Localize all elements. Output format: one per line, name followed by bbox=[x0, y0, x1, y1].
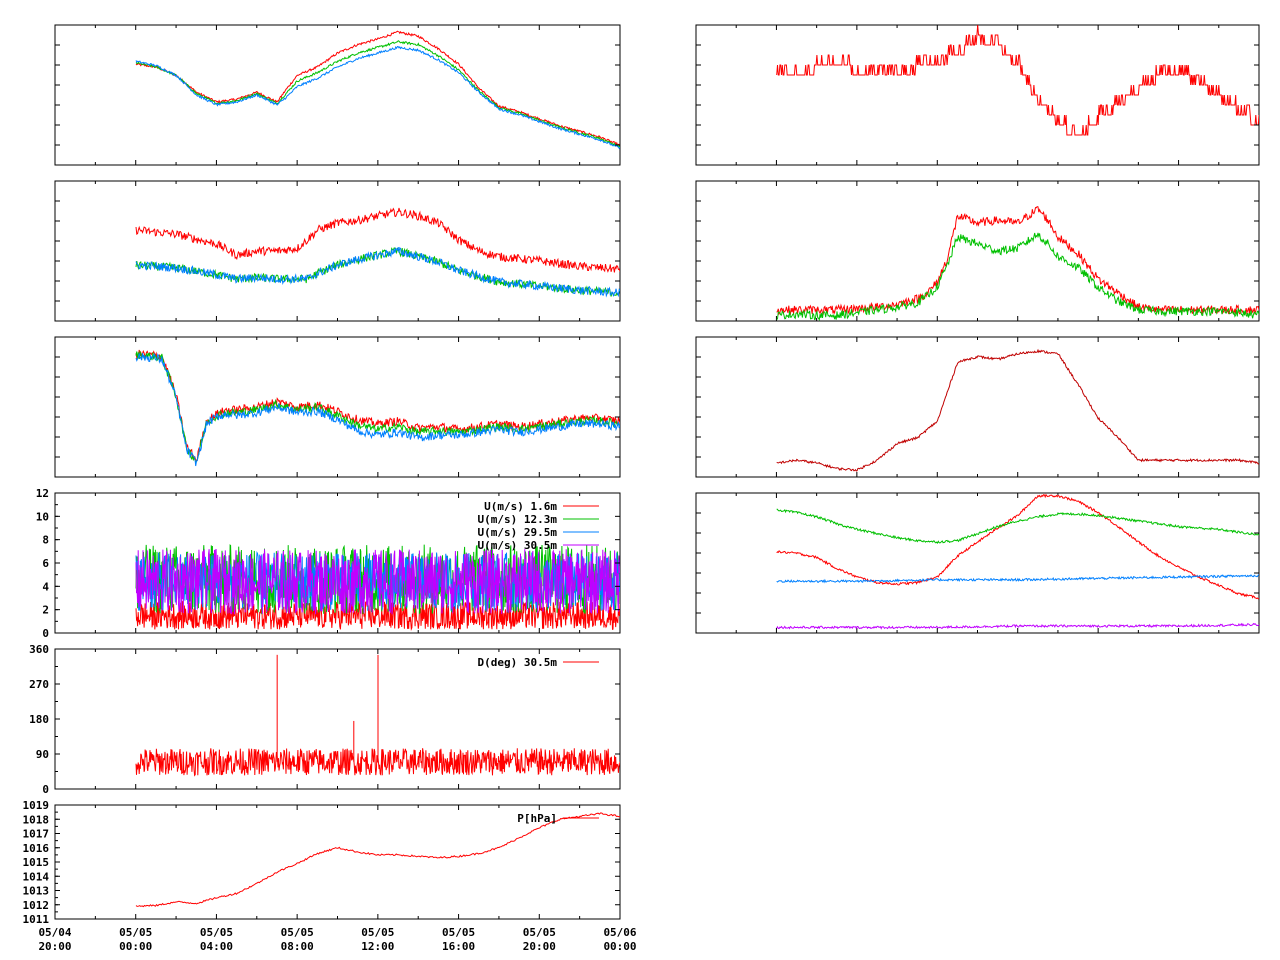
y-tick-label: 1013 bbox=[23, 885, 50, 898]
series-line-1 bbox=[135, 812, 620, 908]
legend-label: P[hPa] bbox=[517, 812, 557, 825]
series-line-3 bbox=[135, 246, 620, 298]
x-tick-date: 05/05 bbox=[523, 926, 556, 939]
series-line-4 bbox=[776, 622, 1259, 630]
series-line-2 bbox=[135, 350, 620, 464]
x-tick-date: 05/05 bbox=[281, 926, 314, 939]
plot-frame bbox=[695, 492, 1260, 634]
chart-panel-l5: 0 90 180 270 360 D(deg) 30.5m bbox=[29, 643, 621, 796]
x-axis-labels: 05/0420:0005/0500:0005/0504:0005/0508:00… bbox=[38, 926, 636, 953]
y-tick-label: 1012 bbox=[23, 899, 50, 912]
plot-area bbox=[776, 348, 1259, 472]
legend-label: U(m/s) 12.3m bbox=[478, 513, 558, 526]
legend-label: U(m/s) 30.5m bbox=[478, 539, 558, 552]
x-tick-time: 08:00 bbox=[281, 940, 314, 953]
series-line-1 bbox=[135, 30, 620, 147]
y-tick-label: 1017 bbox=[23, 828, 50, 841]
plot-frame bbox=[695, 180, 1260, 322]
plot-area bbox=[135, 654, 620, 777]
plot-frame bbox=[695, 24, 1260, 166]
chart-panel-l2 bbox=[54, 180, 621, 322]
plot-frame bbox=[695, 336, 1260, 478]
plot-area bbox=[135, 544, 620, 632]
plot-area bbox=[776, 206, 1259, 321]
plot-area bbox=[135, 30, 620, 150]
x-tick-time: 16:00 bbox=[442, 940, 475, 953]
x-tick-time: 00:00 bbox=[603, 940, 636, 953]
x-tick-time: 20:00 bbox=[38, 940, 71, 953]
plot-area bbox=[135, 349, 620, 467]
y-tick-label: 1018 bbox=[23, 813, 50, 826]
x-tick-date: 05/05 bbox=[200, 926, 233, 939]
y-tick-label: 1011 bbox=[23, 913, 50, 926]
chart-panel-r3 bbox=[695, 336, 1260, 478]
y-tick-label: 8 bbox=[42, 534, 49, 547]
series-line-1 bbox=[776, 25, 1259, 136]
x-tick-time: 00:00 bbox=[119, 940, 152, 953]
series-line-3 bbox=[135, 352, 620, 467]
legend-label: U(m/s) 1.6m bbox=[484, 500, 557, 513]
y-tick-label: 1014 bbox=[23, 870, 50, 883]
series-line-1 bbox=[776, 348, 1259, 472]
chart-panel-l4: 0 2 4 6 8 10 12 U(m/s) 1.6mU(m/s) 12.3mU(m/s) 2… bbox=[36, 487, 621, 640]
y-tick-label: 4 bbox=[42, 580, 49, 593]
x-tick-date: 05/05 bbox=[361, 926, 394, 939]
y-tick-label: 180 bbox=[29, 713, 49, 726]
legend-label: D(deg) 30.5m bbox=[478, 656, 558, 669]
plot-area bbox=[135, 812, 620, 908]
series-line-1 bbox=[776, 493, 1259, 600]
plot-area bbox=[776, 493, 1259, 630]
series-line-3 bbox=[135, 45, 620, 150]
y-tick-label: 1015 bbox=[23, 856, 50, 869]
y-tick-label: 12 bbox=[36, 487, 49, 500]
series-line-2 bbox=[776, 232, 1259, 321]
plot-area bbox=[135, 207, 620, 298]
x-tick-date: 05/05 bbox=[119, 926, 152, 939]
x-tick-time: 20:00 bbox=[523, 940, 556, 953]
series-line-2 bbox=[135, 544, 620, 615]
y-tick-label: 90 bbox=[36, 748, 49, 761]
x-tick-date: 05/05 bbox=[442, 926, 475, 939]
chart-panel-r2 bbox=[695, 180, 1260, 322]
y-tick-label: 360 bbox=[29, 643, 49, 656]
y-tick-label: 1016 bbox=[23, 842, 50, 855]
y-tick-label: 0 bbox=[42, 783, 49, 796]
y-tick-label: 2 bbox=[42, 604, 49, 617]
plot-frame bbox=[54, 180, 621, 322]
chart-panel-r1 bbox=[695, 24, 1260, 166]
x-tick-time: 12:00 bbox=[361, 940, 394, 953]
chart-panel-l1 bbox=[54, 24, 621, 166]
y-tick-label: 0 bbox=[42, 627, 49, 640]
x-tick-date: 05/06 bbox=[603, 926, 636, 939]
x-tick-time: 04:00 bbox=[200, 940, 233, 953]
series-line-4 bbox=[135, 548, 620, 615]
legend-label: U(m/s) 29.5m bbox=[478, 526, 558, 539]
y-tick-label: 270 bbox=[29, 678, 49, 691]
chart-panel-l3 bbox=[54, 336, 621, 478]
x-tick-date: 05/04 bbox=[38, 926, 71, 939]
y-tick-label: 1019 bbox=[23, 799, 50, 812]
y-tick-label: 6 bbox=[42, 557, 49, 570]
plot-area bbox=[776, 25, 1259, 136]
chart-panel-r4 bbox=[695, 492, 1260, 634]
y-tick-label: 10 bbox=[36, 510, 49, 523]
series-line-3 bbox=[776, 574, 1259, 584]
series-line-2 bbox=[776, 508, 1259, 545]
series-line-1 bbox=[135, 207, 620, 273]
plot-frame bbox=[54, 24, 621, 166]
